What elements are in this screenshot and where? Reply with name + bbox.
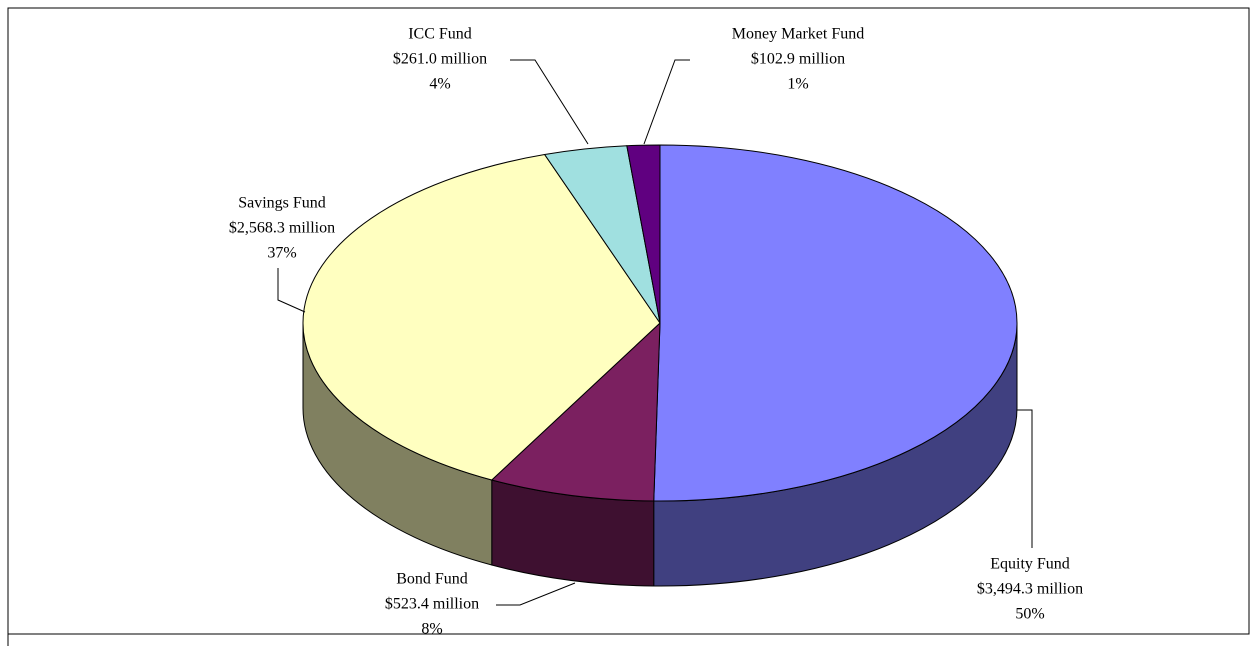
percent-label: 4% <box>429 76 450 93</box>
chart-frame <box>7 7 1250 635</box>
value-label: $2,568.3 million <box>229 220 335 237</box>
leader-line <box>496 582 576 606</box>
leader-line <box>1017 409 1033 548</box>
slice-name: Money Market Fund <box>732 26 864 43</box>
slice-name: ICC Fund <box>408 26 472 43</box>
percent-label: 8% <box>421 621 442 638</box>
value-label: $3,494.3 million <box>977 581 1083 598</box>
slice <box>626 144 661 324</box>
leader-line <box>510 59 589 145</box>
value-label: $523.4 million <box>385 596 479 613</box>
slice <box>302 153 661 481</box>
leader-line <box>643 59 690 145</box>
percent-label: 1% <box>787 76 808 93</box>
slice-name: Bond Fund <box>396 571 468 588</box>
percent-label: 50% <box>1015 606 1044 623</box>
slice-name: Equity Fund <box>990 556 1070 573</box>
slice <box>653 144 1018 502</box>
slice-name: Savings Fund <box>238 195 326 212</box>
value-label: $261.0 million <box>393 51 487 68</box>
percent-label: 37% <box>267 245 296 262</box>
value-label: $102.9 million <box>751 51 845 68</box>
leader-line <box>277 268 306 313</box>
slice <box>490 321 661 502</box>
